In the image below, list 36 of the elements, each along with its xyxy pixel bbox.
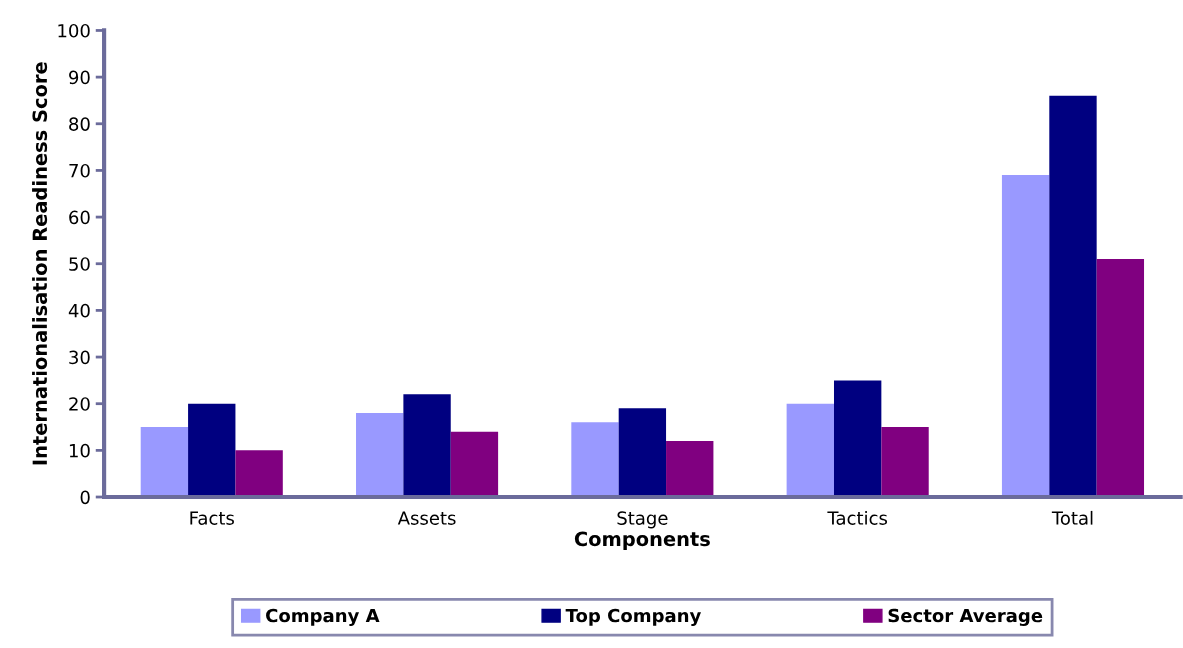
legend-label: Sector Average bbox=[888, 608, 1043, 626]
y-axis-title: Internationalisation Readiness Score bbox=[32, 62, 48, 465]
y-tick-label: 80 bbox=[69, 117, 90, 131]
bar bbox=[235, 450, 283, 498]
bar bbox=[356, 413, 404, 498]
bar bbox=[571, 422, 619, 498]
bar bbox=[881, 427, 929, 498]
y-tick-label: 40 bbox=[68, 303, 90, 318]
y-tick-label: 0 bbox=[80, 490, 90, 505]
y-tick-label: 90 bbox=[69, 70, 90, 85]
bar bbox=[1049, 95, 1097, 498]
y-tick-label: 10 bbox=[69, 443, 90, 458]
bar bbox=[188, 403, 236, 498]
bar bbox=[1096, 259, 1145, 498]
bar bbox=[450, 431, 499, 498]
x-tick-label: Stage bbox=[617, 511, 668, 529]
legend-label: Company A bbox=[266, 608, 380, 626]
x-tick-label: Total bbox=[1051, 510, 1093, 525]
bar bbox=[1001, 175, 1050, 498]
y-tick-label: 60 bbox=[69, 210, 90, 225]
bar bbox=[618, 408, 667, 498]
bar bbox=[833, 380, 882, 498]
bar bbox=[140, 427, 189, 498]
bar bbox=[666, 441, 714, 498]
x-tick-label: Assets bbox=[397, 511, 456, 525]
y-tick-label: 70 bbox=[69, 163, 90, 178]
bar bbox=[403, 394, 451, 498]
x-tick-label: Facts bbox=[190, 511, 234, 525]
y-tick-label: 20 bbox=[69, 397, 90, 411]
bar bbox=[786, 403, 834, 498]
y-tick-label: 50 bbox=[69, 257, 90, 271]
y-tick-label: 30 bbox=[69, 350, 90, 365]
legend-label: Top Company bbox=[565, 608, 701, 626]
x-axis-title: Components bbox=[574, 531, 710, 550]
x-tick-label: Tactics bbox=[827, 510, 888, 525]
y-tick-label: 100 bbox=[58, 23, 90, 38]
